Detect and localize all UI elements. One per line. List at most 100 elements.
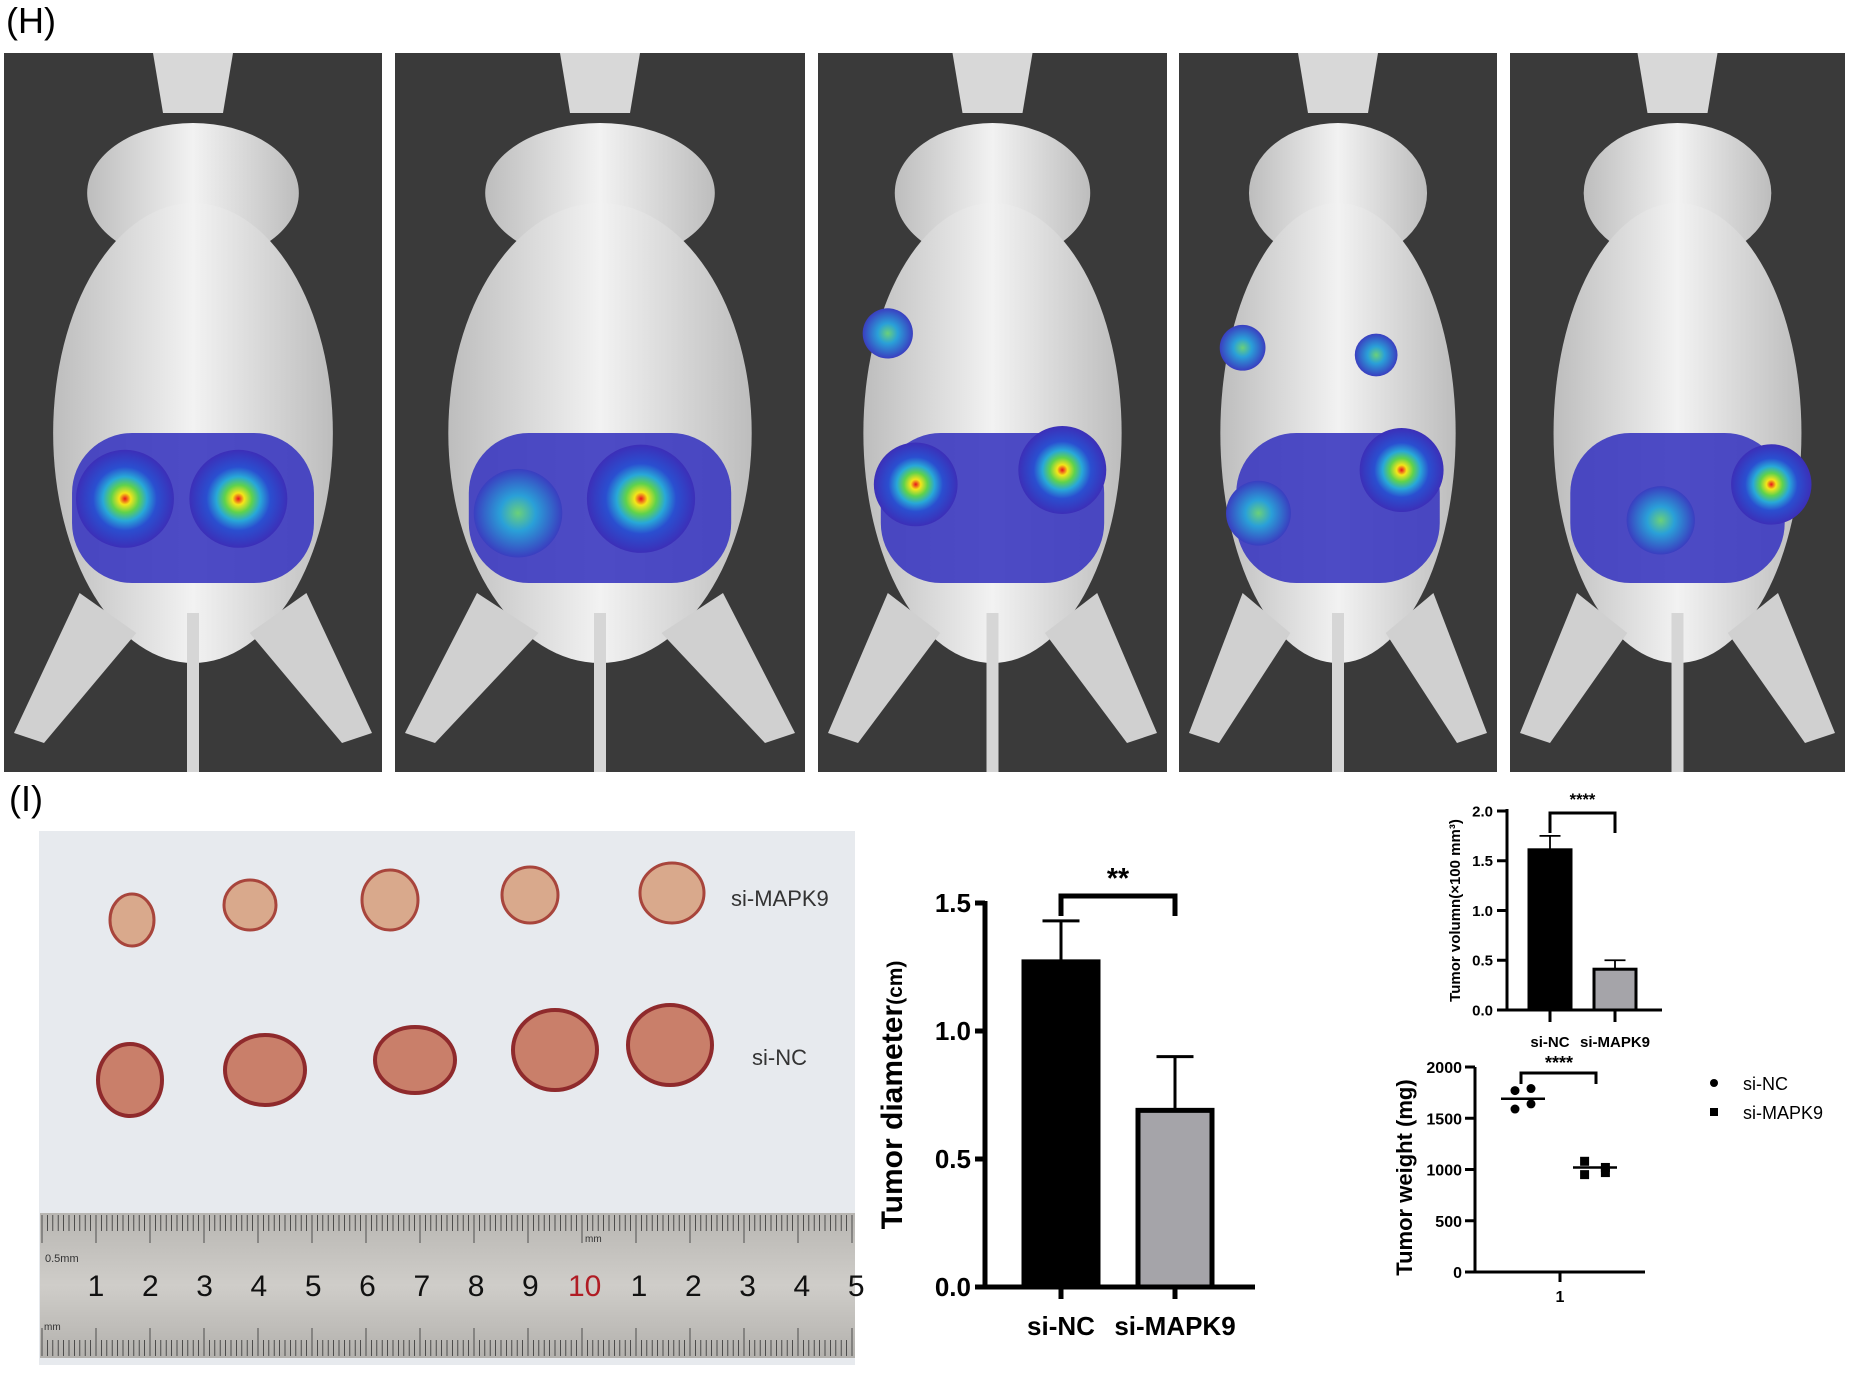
tumor-photo: si-MAPK9 si-NC 0.5mm mm mm 1 2 3 4 5 6 7 8 9 10 1 2… — [39, 831, 865, 1365]
significance-bracket — [1519, 1071, 1598, 1084]
ruler-number: 10 — [568, 1270, 601, 1303]
luminescence-hotspot — [75, 449, 174, 548]
x-tick-label: si-NC — [1530, 1034, 1569, 1051]
mouse-leg-right — [661, 593, 795, 743]
data-point-si-mapk9 — [1600, 1162, 1610, 1172]
significance-stars: **** — [1570, 791, 1596, 809]
tumor-si-mapk9 — [500, 865, 560, 925]
tumor-specimens — [96, 861, 714, 1118]
data-point-si-nc — [1526, 1084, 1536, 1094]
bioluminescence-images — [4, 53, 1845, 772]
x-tick-label: si-NC — [1027, 1311, 1095, 1341]
luminescence-hotspot — [1018, 426, 1107, 514]
mouse-panel — [1510, 53, 1845, 772]
legend-marker-circle — [1710, 1079, 1718, 1087]
ruler-body — [40, 1213, 855, 1358]
tumor-si-mapk9 — [222, 878, 278, 932]
chart-tumor-diameter: 0.0 0.5 1.0 1.5 si-NC si-MAPK9 ** Tumor diamete… — [876, 863, 1255, 1341]
ruler: 0.5mm mm mm 1 2 3 4 5 6 7 8 9 10 1 2 3 4 5 — [40, 1213, 865, 1358]
panel-i-label: (I) — [9, 778, 43, 819]
mouse-leg-left — [14, 593, 137, 743]
y-tick-label: 1.5 — [1472, 853, 1493, 870]
chart-tumor-weight: 0 500 1000 1500 2000 1 **** Tumor weight (mg) si… — [1392, 1053, 1823, 1306]
y-tick-label: 2.0 — [1472, 803, 1493, 820]
y-tick-label: 0.5 — [935, 1144, 971, 1174]
ruler-number: 9 — [522, 1270, 539, 1303]
y-tick-label: 0.5 — [1472, 953, 1493, 970]
panel-h-label: (H) — [6, 0, 56, 41]
mouse-leg-left — [828, 593, 941, 743]
legend-label-si-mapk9: si-MAPK9 — [1743, 1103, 1823, 1123]
tumor-si-nc — [373, 1025, 457, 1095]
y-axis-label: Tumor volumn(×100 mm³) — [1447, 819, 1464, 1002]
luminescence-hotspot — [1354, 333, 1398, 377]
luminescence-hotspot — [1359, 428, 1444, 512]
ruler-unit-top: 0.5mm — [45, 1253, 79, 1265]
luminescence-hotspot — [1626, 486, 1695, 555]
y-tick-label: 1.0 — [1472, 903, 1493, 920]
significance-bracket — [1548, 811, 1617, 833]
nose-cone — [560, 53, 640, 113]
mouse-leg-right — [1044, 593, 1157, 743]
mouse-leg-right — [249, 593, 372, 743]
mouse-leg-left — [1520, 593, 1628, 743]
y-tick-label: 500 — [1435, 1214, 1462, 1231]
nose-cone — [952, 53, 1033, 113]
mouse-tail — [986, 613, 999, 772]
tumor-si-nc — [511, 1008, 599, 1092]
x-tick-label: si-MAPK9 — [1114, 1311, 1235, 1341]
legend-label-si-nc: si-NC — [1743, 1074, 1788, 1094]
mouse-leg-right — [1727, 593, 1835, 743]
x-tick-label: si-MAPK9 — [1580, 1034, 1650, 1051]
mouse-tail — [187, 613, 199, 772]
photo-label-si-nc: si-NC — [752, 1045, 807, 1070]
luminescence-hotspot — [1219, 324, 1266, 371]
significance-stars: **** — [1545, 1053, 1573, 1073]
mouse-tail — [594, 613, 606, 772]
significance-bracket — [1058, 893, 1178, 916]
luminescence-hotspot — [862, 308, 913, 359]
x-tick-label: 1 — [1556, 1289, 1565, 1306]
data-point-si-nc — [1510, 1104, 1520, 1114]
legend: si-NC si-MAPK9 — [1710, 1074, 1823, 1123]
mouse-leg-left — [405, 593, 539, 743]
photo-label-si-mapk9: si-MAPK9 — [731, 886, 829, 911]
data-point-si-nc — [1510, 1086, 1520, 1096]
y-tick-label: 0 — [1453, 1265, 1462, 1282]
significance-stars: ** — [1107, 863, 1130, 895]
ruler-number: 2 — [142, 1270, 159, 1303]
ruler-number: 5 — [305, 1270, 322, 1303]
mouse-panel — [395, 53, 805, 772]
nose-cone — [153, 53, 233, 113]
ruler-number: 8 — [468, 1270, 485, 1303]
mouse-tail — [1671, 613, 1684, 772]
mouse-panel — [818, 53, 1167, 772]
tumor-si-nc — [96, 1042, 164, 1118]
bar-si-nc — [1021, 959, 1101, 1290]
y-tick-label: 0.0 — [935, 1272, 971, 1302]
y-tick-label: 2000 — [1426, 1060, 1462, 1077]
mouse-leg-left — [1189, 593, 1291, 743]
tumor-si-nc — [223, 1033, 307, 1107]
tumor-si-mapk9 — [360, 868, 420, 932]
y-axis-label: Tumor weight (mg) — [1392, 1079, 1417, 1275]
y-axis-label: Tumor diameter(cm) — [876, 961, 909, 1230]
data-point-si-mapk9 — [1580, 1170, 1590, 1180]
ruler-number: 4 — [794, 1270, 811, 1303]
y-axis-label-text: Tumor volumn(×100 mm³) — [1447, 819, 1464, 1002]
data-point-si-nc — [1526, 1099, 1536, 1109]
bar-si-nc — [1527, 848, 1573, 1012]
ruler-unit-mid: mm — [585, 1234, 602, 1245]
ruler-number: 4 — [251, 1270, 268, 1303]
luminescence-hotspot — [473, 468, 563, 558]
bar-si-mapk9 — [1592, 967, 1638, 1012]
ruler-unit-bottom: mm — [44, 1322, 61, 1333]
y-tick-label: 1.0 — [935, 1016, 971, 1046]
luminescence-hotspot — [873, 442, 958, 527]
ruler-number: 7 — [413, 1270, 430, 1303]
mouse-panel — [4, 53, 382, 772]
luminescence-hotspot — [189, 449, 288, 548]
tumor-si-nc — [626, 1003, 714, 1087]
luminescence-hotspot — [1226, 480, 1291, 546]
tumor-si-mapk9 — [638, 861, 706, 925]
